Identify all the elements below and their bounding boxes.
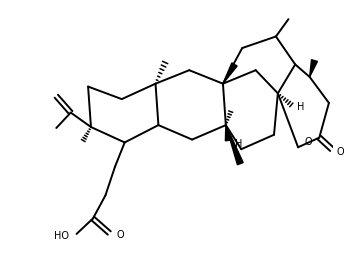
Polygon shape [225,125,230,141]
Polygon shape [223,63,237,84]
Polygon shape [226,125,243,165]
Text: H: H [297,102,305,112]
Text: H: H [235,139,242,150]
Text: O: O [117,230,125,240]
Text: O: O [337,147,344,157]
Polygon shape [310,60,318,77]
Text: O: O [305,137,312,147]
Text: HO: HO [54,231,69,241]
